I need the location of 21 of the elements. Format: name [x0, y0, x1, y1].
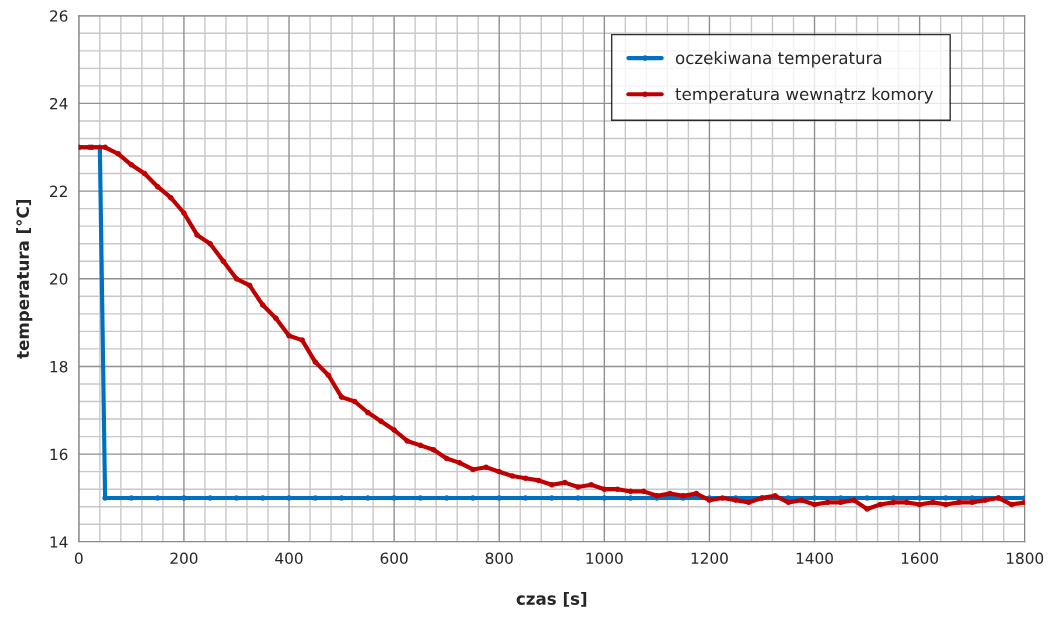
y-tick-label: 16 — [50, 448, 68, 461]
x-tick-label: 1600 — [901, 552, 939, 565]
x-tick-label: 400 — [275, 552, 303, 565]
y-tick-label: 24 — [50, 97, 68, 110]
y-tick-label: 20 — [50, 273, 68, 285]
y-axis-title: temperatura [°C] — [16, 200, 33, 359]
legend-label: temperatura wewnątrz komory — [675, 87, 934, 104]
x-tick-label: 200 — [170, 552, 198, 565]
legend-label: oczekiwana temperatura — [675, 51, 882, 68]
y-tick-label: 22 — [50, 185, 67, 197]
x-tick-label: 0 — [74, 552, 83, 565]
y-tick-label: 14 — [50, 536, 68, 548]
x-tick-label: 1800 — [1006, 552, 1044, 565]
y-tick-label: 18 — [50, 360, 68, 373]
x-tick-label: 800 — [485, 552, 513, 565]
x-tick-label: 1200 — [691, 552, 728, 565]
x-axis-title: czas [s] — [516, 592, 587, 607]
x-tick-label: 1000 — [586, 552, 623, 565]
x-tick-label: 600 — [380, 552, 408, 565]
y-tick-label: 26 — [50, 10, 68, 22]
x-tick-label: 1400 — [796, 552, 833, 565]
